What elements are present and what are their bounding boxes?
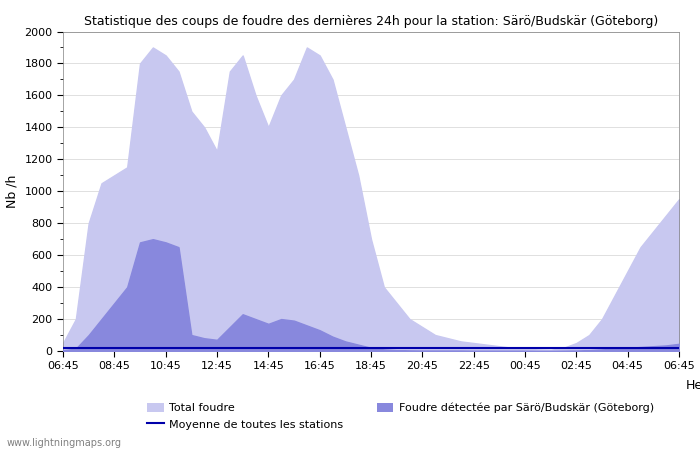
Text: www.lightningmaps.org: www.lightningmaps.org (7, 438, 122, 448)
Title: Statistique des coups de foudre des dernières 24h pour la station: Särö/Budskär : Statistique des coups de foudre des dern… (84, 14, 658, 27)
Text: Heure: Heure (686, 379, 700, 392)
Legend: Total foudre, Moyenne de toutes les stations, Foudre détectée par Särö/Budskär (: Total foudre, Moyenne de toutes les stat… (143, 398, 659, 434)
Y-axis label: Nb /h: Nb /h (6, 175, 19, 208)
